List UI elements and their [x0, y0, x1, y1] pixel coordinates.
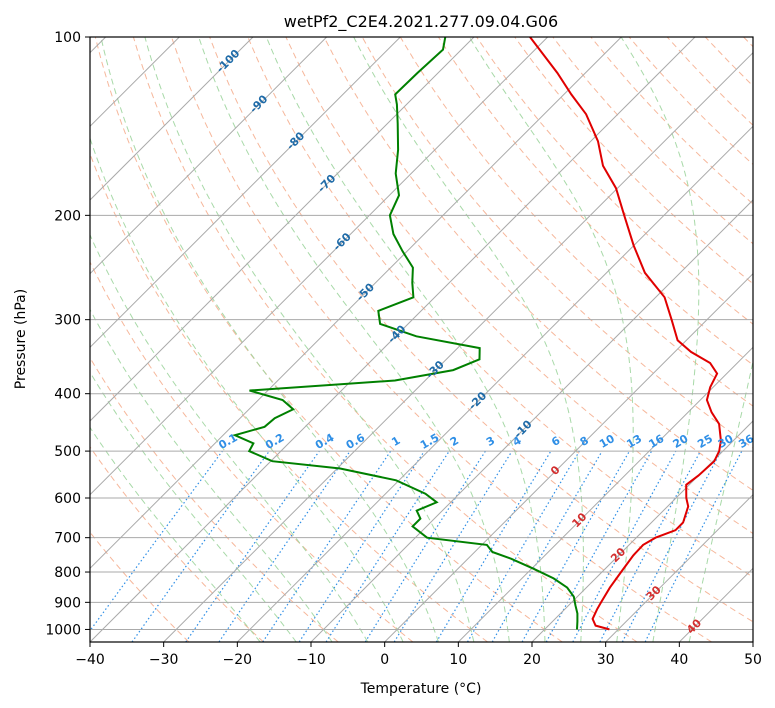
sounding-profiles [231, 37, 722, 631]
y-tick-label: 100 [54, 30, 81, 46]
dewpoint-profile-line [231, 37, 579, 630]
y-tick-label: 800 [54, 565, 81, 581]
isotherm-line [90, 37, 328, 275]
y-tick-label: 900 [54, 595, 81, 611]
mixing-ratio-line [131, 450, 270, 642]
isotherm-line [310, 199, 753, 642]
isotherm-line [531, 420, 753, 642]
isotherm-line [90, 37, 475, 422]
isotherm-line [384, 272, 753, 642]
mixing-ratio-line [545, 450, 653, 642]
y-tick-label: 1000 [45, 622, 81, 638]
y-tick-label: 600 [54, 491, 81, 507]
isotherms [90, 37, 753, 642]
x-tick-label: 0 [380, 652, 389, 668]
mixing-ratio-line [90, 450, 223, 632]
isotherm-line [90, 37, 401, 349]
mixing-ratio-line [644, 450, 743, 642]
pressure-gridlines [90, 214, 753, 630]
x-tick-label: 10 [449, 652, 467, 668]
y-tick-label: 400 [54, 387, 81, 403]
dry-adiabat-line [209, 37, 753, 623]
y-tick-label: 700 [54, 531, 81, 547]
dry-adiabat-line [476, 37, 753, 325]
x-tick-label: −10 [296, 652, 326, 668]
moist-adiabat-line [144, 37, 475, 642]
dry-adiabat-line [323, 37, 753, 491]
x-tick-label: −20 [223, 652, 253, 668]
mixing-ratio-lines [90, 450, 743, 642]
moist-adiabat-line [100, 37, 439, 642]
x-tick-label: 20 [523, 652, 541, 668]
mixing-ratio-line [393, 450, 513, 642]
isotherm-line [236, 125, 753, 642]
isotherm-line [90, 37, 696, 642]
chart-title: wetPf2_C2E4.2021.277.09.04.G06 [284, 12, 558, 32]
moist-adiabat-line [90, 136, 404, 642]
x-tick-label: 40 [670, 652, 688, 668]
y-axis-ticks: 100 200 300 400 500 600 700 800 900 1000 [45, 30, 90, 638]
x-tick-label: −40 [75, 652, 105, 668]
moist-adiabat-line [90, 426, 261, 642]
isotherm-line [605, 493, 753, 642]
y-tick-label: 300 [54, 313, 81, 329]
mixing-ratio-label: 36 [736, 432, 756, 451]
y-axis-title: Pressure (hPa) [13, 289, 29, 389]
dry-adiabat-line [132, 37, 638, 642]
plot-area [90, 37, 753, 642]
x-axis-ticks: −40 −30 −20 −10 0 10 20 30 40 50 [75, 642, 762, 668]
moist-adiabat-line [688, 358, 753, 642]
dry-adiabat-line [171, 37, 712, 642]
x-axis-title: Temperature (°C) [360, 681, 482, 697]
x-tick-label: −30 [149, 652, 179, 668]
isotherm-line [90, 37, 622, 570]
moist-adiabat-line [620, 37, 700, 642]
isotherm-line [163, 51, 753, 642]
x-tick-label: 50 [744, 652, 762, 668]
mixing-ratio-line [185, 450, 320, 642]
dry-adiabat-line [90, 260, 414, 642]
plot-layer: -100-90-80-70-60-50-40-30-20-10010203040… [90, 37, 756, 642]
y-tick-label: 500 [54, 444, 81, 460]
moist-adiabat-line [90, 233, 369, 642]
dry-adiabat-line [514, 37, 753, 285]
mixing-ratio-line [521, 450, 631, 642]
x-tick-label: 30 [597, 652, 615, 668]
mixing-ratio-line [325, 450, 450, 642]
mixing-ratio-line [298, 450, 425, 642]
dry-adiabat-line [247, 37, 753, 578]
dry-adiabat-line [90, 356, 339, 642]
mixing-ratio-line [262, 450, 392, 642]
mixing-ratio-line [572, 450, 677, 642]
dry-adiabat-line [90, 446, 264, 642]
moist-adiabat-line [198, 37, 510, 642]
y-tick-label: 200 [54, 208, 81, 224]
plot-frame [89, 36, 754, 643]
temperature-profile-line [529, 37, 722, 631]
dry-adiabat-line [94, 37, 563, 642]
isotherm-line [90, 37, 549, 496]
isotherm-line [457, 346, 753, 642]
mixing-ratio-line [218, 450, 351, 642]
moist-adiabat-line [353, 37, 584, 642]
isotherm-line [90, 37, 254, 201]
